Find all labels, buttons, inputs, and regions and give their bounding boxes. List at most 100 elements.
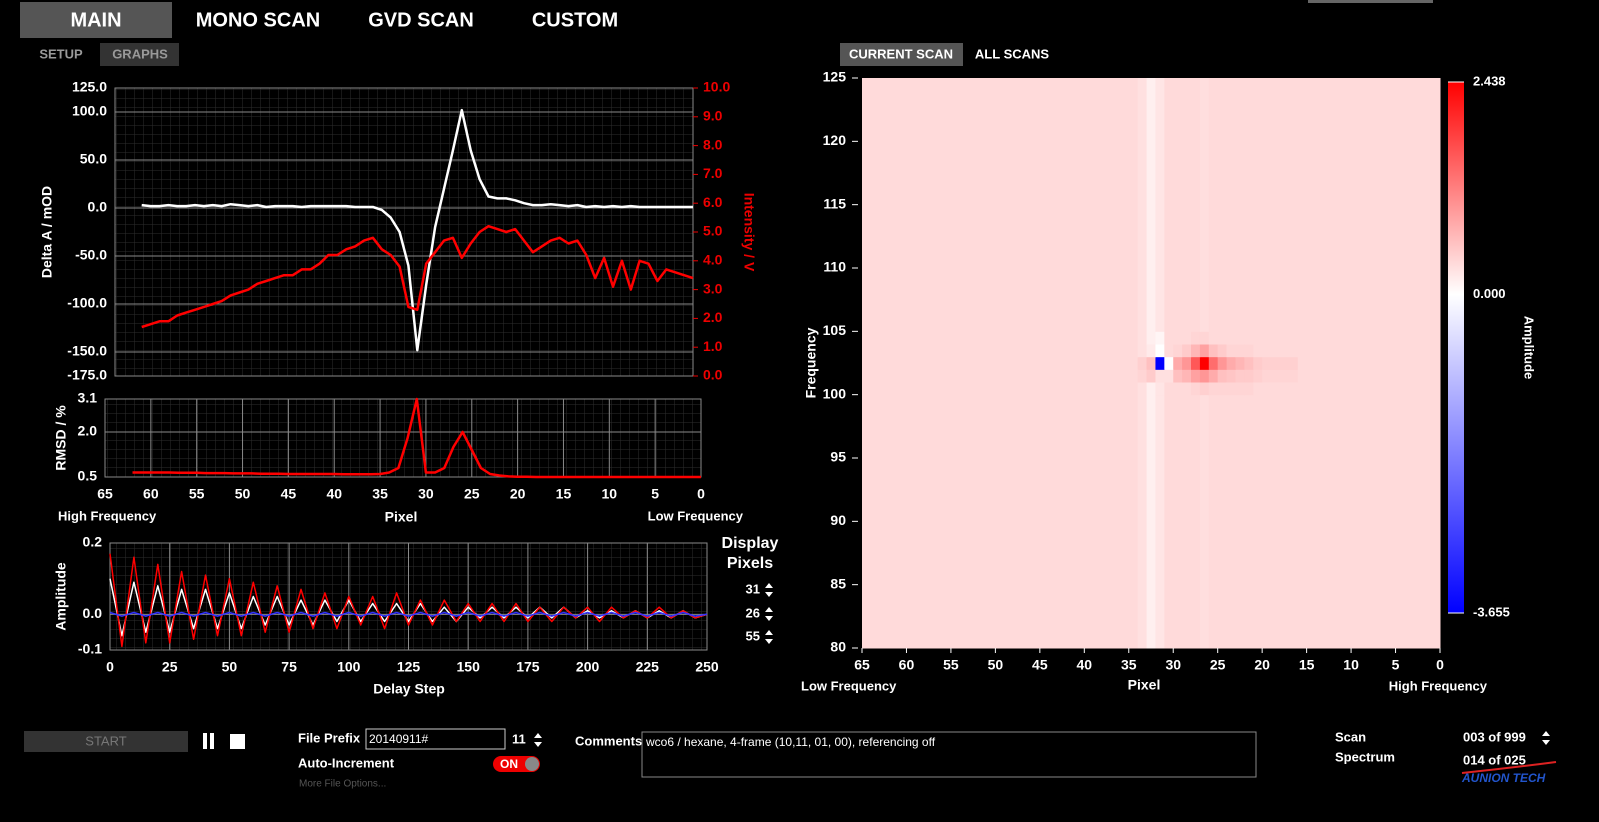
heatmap-cell	[1244, 78, 1254, 332]
y2-tick-label: 6.0	[703, 194, 723, 210]
comments-label: Comments	[575, 733, 642, 748]
heatmap-cell	[1182, 394, 1192, 649]
logo: AUNION TECH	[1461, 771, 1546, 785]
comments-box[interactable]	[641, 731, 1257, 778]
spinners[interactable]	[534, 583, 1550, 747]
heatmap-cell	[1191, 78, 1201, 332]
tab[interactable]: GVD SCAN	[368, 9, 474, 31]
heatmap-cell	[862, 382, 1139, 396]
title-bar-handle	[1308, 0, 1433, 3]
x-tick-label: 125	[397, 659, 421, 675]
y-tick-label: 0.0	[83, 605, 103, 621]
x-tick-label: 55	[943, 657, 959, 673]
display-pixel[interactable]: 55	[746, 628, 760, 643]
heatmap-cell	[1217, 78, 1228, 332]
heatmap-cell	[1217, 382, 1228, 396]
y2-tick-label: 9.0	[703, 108, 723, 124]
stop-button[interactable]	[230, 734, 245, 749]
x-tick-label: 65	[854, 657, 870, 673]
display-pixel[interactable]: 31	[746, 581, 760, 596]
sub-tab[interactable]: SETUP	[39, 46, 83, 61]
file-prefix-input[interactable]	[365, 728, 506, 750]
heatmap-cell	[1226, 78, 1236, 332]
x-tick-label: 35	[372, 486, 388, 502]
sub-tab[interactable]: GRAPHS	[112, 46, 168, 61]
x-tick-label: 25	[1210, 657, 1226, 673]
heatmap-cell	[1182, 344, 1192, 358]
heatmap-cell	[1137, 369, 1148, 383]
y-axis-label: Frequency	[803, 327, 819, 398]
display-pixel[interactable]: 26	[746, 605, 760, 620]
heatmap-cell	[1173, 369, 1183, 383]
heatmap-cell	[1217, 369, 1228, 383]
x-tick-label: 45	[281, 486, 297, 502]
heatmap-cell	[1164, 369, 1174, 383]
scan-tab[interactable]: CURRENT SCAN	[849, 46, 953, 61]
y2-tick-label: 3.0	[703, 280, 723, 296]
heatmap-cell	[1164, 382, 1174, 396]
heatmap-cell	[1244, 356, 1254, 370]
x-tick-label: 0	[106, 659, 114, 675]
heatmap-cell	[1146, 331, 1156, 345]
start-button[interactable]	[24, 731, 188, 752]
x-tick-label: 25	[162, 659, 178, 675]
heatmap-cell	[1155, 356, 1165, 370]
y-tick-label: 95	[830, 449, 846, 465]
y-tick-label: -150.0	[67, 343, 107, 359]
x-tick-label: 175	[516, 659, 540, 675]
heatmap-cell	[1297, 356, 1441, 370]
x-tick-label: 40	[1077, 657, 1093, 673]
heatmap-cell	[1235, 344, 1245, 358]
scan-tab[interactable]: ALL SCANS	[975, 46, 1049, 61]
heatmap-cell	[1244, 394, 1254, 649]
pause-button[interactable]	[203, 733, 207, 749]
heatmap-cell	[1164, 331, 1174, 345]
x-tick-label: 5	[651, 486, 659, 502]
pause-button[interactable]	[210, 733, 214, 749]
line-series	[141, 108, 693, 352]
annotation: High Frequency	[58, 508, 157, 523]
heatmap-cell	[1235, 331, 1245, 345]
annotation: High Frequency	[1389, 678, 1488, 693]
heatmap-cell	[1262, 331, 1299, 345]
heatmap-cell	[1217, 331, 1228, 345]
spectrum-label: Spectrum	[1335, 749, 1395, 764]
y-tick-label: 0.0	[88, 199, 108, 215]
file-index[interactable]: 11	[512, 731, 526, 746]
y-tick-label: 2.0	[78, 423, 98, 439]
tab[interactable]: MAIN	[70, 9, 121, 31]
x-tick-label: 30	[418, 486, 434, 502]
y-tick-label: 90	[830, 512, 846, 528]
y-tick-label: 125	[823, 69, 847, 85]
colorbar	[1448, 82, 1464, 613]
y2-tick-label: 1.0	[703, 338, 723, 354]
y-axis-label: Delta A / mOD	[39, 186, 55, 278]
y-tick-label: 50.0	[80, 151, 107, 167]
tab[interactable]: CUSTOM	[532, 9, 618, 31]
toggle-knob	[525, 757, 539, 771]
x-tick-label: 60	[899, 657, 915, 673]
heatmap-cell	[1226, 394, 1236, 649]
line-series	[109, 553, 708, 648]
scan-value: 003 of 999	[1463, 729, 1526, 744]
line-series	[132, 397, 701, 479]
x-tick-label: 75	[281, 659, 297, 675]
heatmap-cell	[1173, 344, 1183, 358]
y-tick-label: 100	[823, 385, 847, 401]
heatmap-cell	[862, 356, 1139, 370]
heatmap-cell	[1164, 78, 1174, 332]
file-prefix-value: 20140911#	[369, 732, 429, 746]
tab[interactable]: MONO SCAN	[196, 9, 320, 31]
heatmap-cell	[1262, 344, 1299, 358]
heatmap-cell	[1208, 394, 1219, 649]
y-tick-label: 120	[823, 132, 847, 148]
y-tick-label: 0.5	[78, 468, 98, 484]
y-tick-label: 85	[830, 575, 846, 591]
heatmap-cell	[1199, 331, 1210, 345]
y-tick-label: 115	[823, 195, 846, 211]
heatmap-cell	[1199, 78, 1210, 332]
heatmap-cell	[1199, 382, 1210, 396]
heatmap-cell	[862, 344, 1139, 358]
more-options[interactable]: More File Options...	[299, 779, 386, 790]
heatmap-cell	[1199, 344, 1210, 358]
